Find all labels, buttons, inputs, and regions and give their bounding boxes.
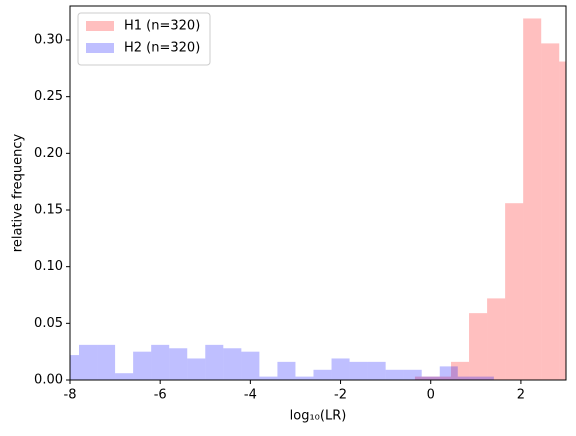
legend: H1 (n=320) H2 (n=320) (77, 12, 211, 66)
histogram-bar (475, 376, 494, 380)
y-axis-label: relative frequency (11, 134, 26, 253)
x-tick-label: -8 (64, 388, 77, 403)
histogram-bar (469, 313, 488, 380)
histogram-bar (295, 376, 314, 380)
legend-label: H1 (n=320) (124, 19, 200, 34)
legend-swatch (86, 43, 114, 53)
histogram-bar (187, 358, 206, 380)
histogram-bar (451, 361, 470, 380)
x-tick-label: -4 (244, 388, 257, 403)
y-tick-label: 0.30 (34, 33, 63, 48)
histogram-bar (349, 361, 368, 380)
histogram-bar (331, 358, 350, 380)
y-tick-label: 0.20 (34, 146, 63, 161)
histogram-bar (169, 348, 188, 380)
histogram-bar (432, 376, 452, 380)
histogram-bar (487, 298, 506, 380)
y-tick-label: 0.05 (34, 316, 63, 331)
histogram-bar (70, 355, 80, 380)
plot-area (70, 18, 566, 380)
histogram-bar (367, 361, 386, 380)
x-tick-label: -2 (334, 388, 347, 403)
histogram-bar (205, 344, 224, 380)
x-tick-label: 0 (427, 388, 435, 403)
histogram-bar (421, 376, 440, 380)
histogram-bar (277, 361, 296, 380)
x-tick-label: 2 (517, 388, 525, 403)
y-tick-label: 0.10 (34, 259, 63, 274)
legend-label: H2 (n=320) (124, 41, 200, 56)
histogram-bar (403, 369, 422, 380)
x-axis-label: log₁₀(LR) (290, 409, 347, 424)
histogram-bar (385, 369, 404, 380)
histogram-bar (541, 43, 560, 380)
y-tick-label: 0.00 (34, 373, 63, 388)
histogram-bar (79, 344, 98, 380)
histogram-bar (115, 373, 134, 380)
histogram-bar (259, 376, 278, 380)
legend-frame (77, 12, 211, 66)
histogram-bar (559, 61, 566, 380)
histogram-bar (523, 18, 542, 380)
y-tick-label: 0.25 (34, 89, 63, 104)
histogram-bar (414, 376, 433, 380)
histogram-bar (151, 344, 170, 380)
histogram-bar (505, 203, 524, 380)
y-tick-label: 0.15 (34, 203, 63, 218)
histogram-bar (313, 369, 332, 380)
histogram-bar (133, 351, 152, 380)
histogram-bar (97, 344, 116, 380)
axes-frame (69, 5, 567, 381)
histogram-bar (457, 376, 476, 380)
x-tick-label: -6 (154, 388, 167, 403)
histogram-bar (241, 351, 260, 380)
histogram-bar (439, 366, 458, 380)
histogram-bar (223, 348, 242, 380)
legend-swatch (86, 21, 114, 31)
